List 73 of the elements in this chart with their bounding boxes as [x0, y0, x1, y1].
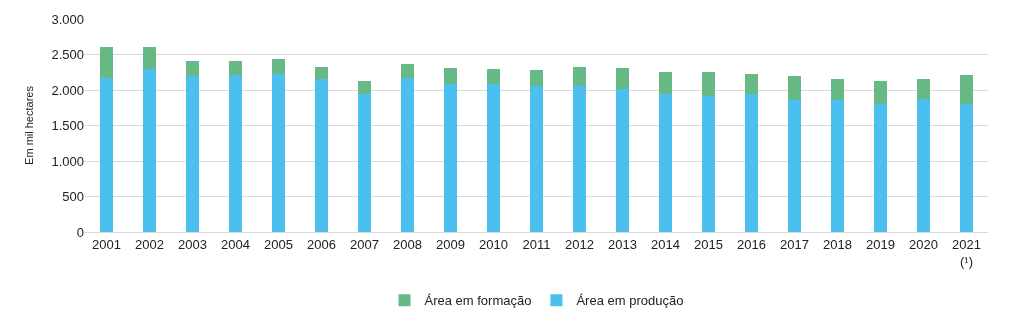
bar [573, 86, 586, 232]
bar [659, 72, 672, 95]
bar [874, 80, 887, 105]
bar [573, 66, 586, 87]
y-axis-title: Em mil hectares [23, 85, 36, 165]
bar [229, 60, 242, 76]
bar [186, 75, 199, 232]
x-tick-label: 2014 [651, 236, 680, 252]
y-tick-label: 1.000 [51, 153, 84, 169]
y-tick-label: 2.500 [51, 47, 84, 63]
bar [100, 77, 113, 232]
bar [530, 85, 543, 232]
bar [272, 74, 285, 232]
bar [874, 104, 887, 232]
y-tick-label: 1.500 [51, 118, 84, 134]
legend-label: Área em produção [576, 293, 684, 309]
y-tick-label: 500 [62, 189, 84, 205]
bar [831, 79, 844, 100]
bar [143, 68, 156, 232]
bar [401, 64, 414, 78]
bar [831, 99, 844, 232]
bar [702, 95, 715, 232]
x-tick-label: 2021 (¹) [952, 236, 981, 269]
bar [960, 75, 973, 105]
x-tick-label: 2013 [608, 236, 637, 252]
bar [186, 60, 199, 76]
bar [315, 67, 328, 80]
x-tick-label: 2012 [565, 236, 594, 252]
bar [444, 83, 457, 232]
bar [616, 67, 629, 90]
x-tick-label: 2011 [522, 236, 551, 252]
bar [358, 80, 371, 95]
x-tick-label: 2015 [694, 236, 723, 252]
x-tick-label: 2018 [823, 236, 852, 252]
y-tick-label: 3.000 [51, 11, 84, 27]
x-tick-label: 2010 [479, 236, 508, 252]
y-tick-label: 0 [76, 224, 84, 240]
bar [229, 75, 242, 232]
bar [917, 98, 930, 232]
bar [788, 75, 801, 100]
x-tick-label: 2004 [221, 236, 250, 252]
bar [487, 69, 500, 85]
bar [487, 84, 500, 232]
x-tick-label: 2009 [436, 236, 465, 252]
bar [315, 79, 328, 232]
bar [272, 58, 285, 75]
x-tick-label: 2016 [737, 236, 766, 252]
y-tick-label: 2.000 [51, 82, 84, 98]
bar [745, 94, 758, 232]
x-tick-label: 2019 [866, 236, 895, 252]
x-tick-label: 2007 [350, 236, 379, 252]
bar [401, 77, 414, 232]
x-tick-label: 2001 [92, 236, 121, 252]
bar [143, 47, 156, 69]
x-tick-label: 2020 [909, 236, 938, 252]
bar [530, 70, 543, 86]
bar [702, 72, 715, 96]
bar [100, 46, 113, 78]
bar [444, 67, 457, 84]
bar [745, 74, 758, 95]
bar [659, 94, 672, 232]
x-tick-label: 2005 [264, 236, 293, 252]
x-tick-label: 2002 [135, 236, 164, 252]
legend-label: Área em formação [424, 293, 532, 309]
bar [960, 104, 973, 232]
x-tick-label: 2003 [178, 236, 207, 252]
bar [358, 94, 371, 232]
x-tick-label: 2006 [307, 236, 336, 252]
x-tick-label: 2008 [393, 236, 422, 252]
bar [616, 89, 629, 232]
bar [788, 99, 801, 232]
x-tick-label: 2017 [780, 236, 809, 252]
bar [917, 78, 930, 99]
